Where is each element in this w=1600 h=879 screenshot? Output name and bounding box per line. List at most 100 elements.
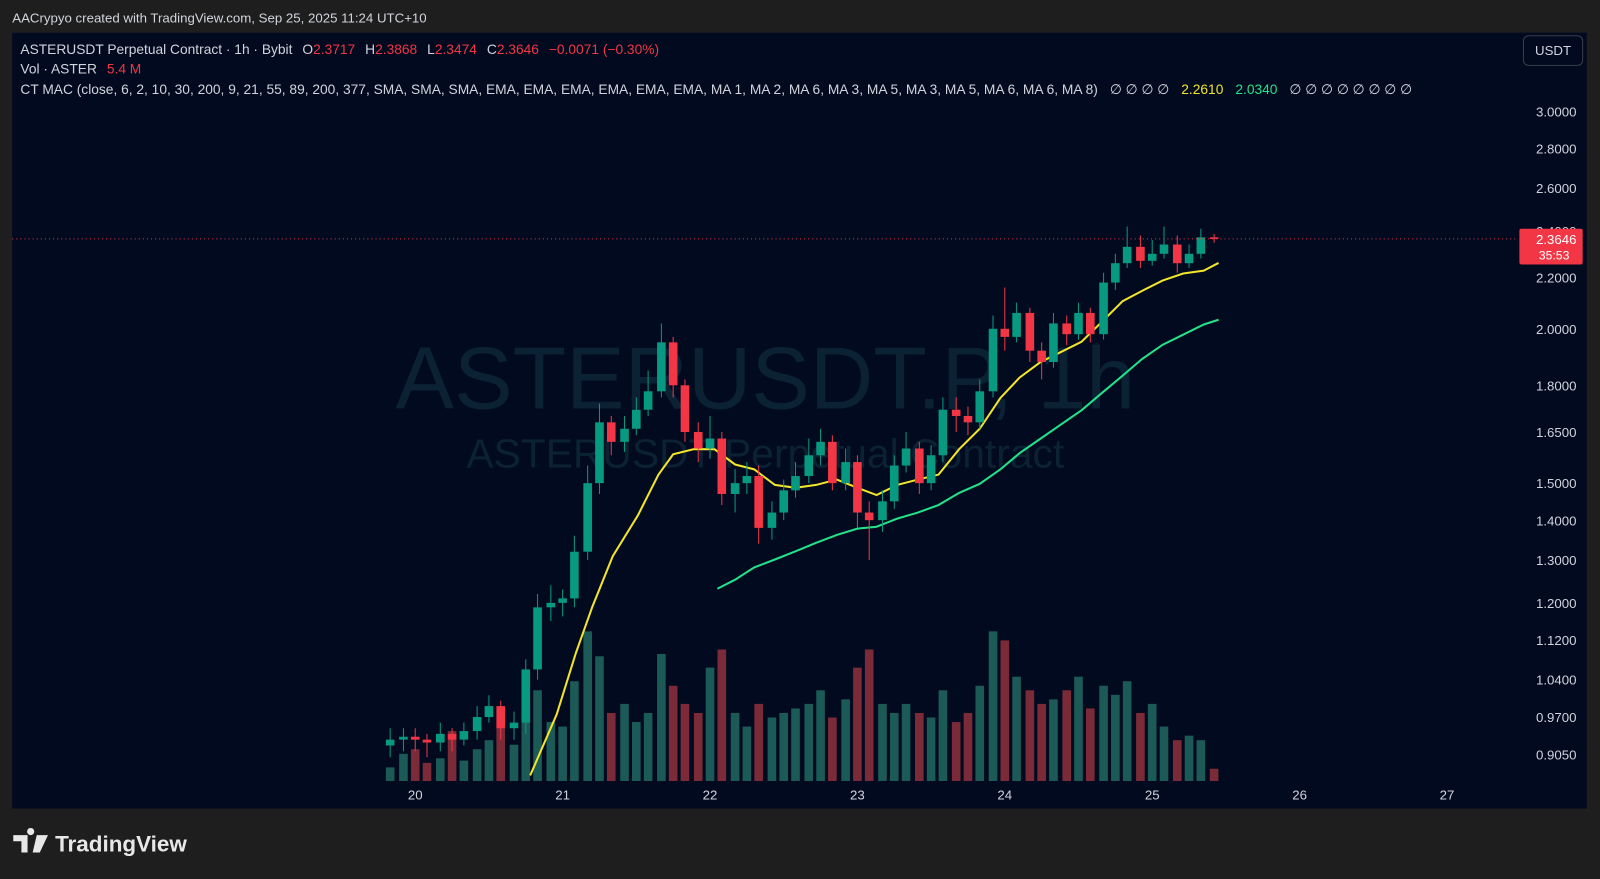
volume-bar <box>754 703 763 781</box>
candle-body <box>864 512 874 521</box>
currency-button-frame[interactable] <box>1522 35 1584 66</box>
candle-body <box>1012 312 1021 337</box>
volume-bar <box>963 712 973 781</box>
candle-body <box>680 385 690 432</box>
volume-bar <box>730 712 740 781</box>
volume-bar <box>1037 703 1046 781</box>
legend-indicator: CT MAC (close, 6, 2, 10, 30, 200, 9, 21,… <box>20 82 1412 97</box>
volume-bar <box>521 703 531 781</box>
volume-bar <box>1049 699 1058 781</box>
brand-name[interactable]: TradingView <box>55 831 187 856</box>
candle-body <box>878 501 887 521</box>
symbol-title: ASTERUSDT Perpetual Contract · 1h · Bybi… <box>20 42 292 57</box>
volume-bar <box>767 717 777 781</box>
volume-bar <box>1172 740 1182 781</box>
volume-bar <box>951 722 961 781</box>
candle-body <box>1122 246 1132 264</box>
volume-bar <box>657 654 666 781</box>
x-tick-label: 24 <box>997 787 1012 802</box>
candle-body <box>1159 244 1169 254</box>
volume-bar <box>742 726 752 781</box>
volume-bar <box>447 731 457 781</box>
y-tick-label: 2.2000 <box>1536 271 1577 286</box>
y-tick-label: 2.0000 <box>1536 322 1577 337</box>
volume-bar <box>1136 712 1145 781</box>
volume-bar <box>680 703 690 781</box>
candle-body <box>570 551 579 599</box>
candle-body <box>915 448 924 484</box>
candle-body <box>1085 312 1095 335</box>
brand-logo[interactable] <box>13 827 48 853</box>
candle-body <box>410 736 420 740</box>
candle-body <box>1136 246 1145 261</box>
candle-body <box>606 422 616 442</box>
volume-bar <box>791 708 800 781</box>
candle-body <box>889 465 899 502</box>
candle-body <box>668 342 678 386</box>
volume-bar <box>975 685 985 781</box>
candle-body <box>1000 328 1010 337</box>
volume-bar <box>816 690 825 781</box>
volume-bar <box>558 726 567 781</box>
volume-bar <box>496 722 506 781</box>
candle-body <box>1074 312 1083 335</box>
ohlc-value: 2.3474 <box>435 42 477 57</box>
y-tick-label: 1.1200 <box>1536 633 1577 648</box>
volume-bar <box>853 667 862 781</box>
x-tick-label: 23 <box>850 787 865 802</box>
y-tick-label: 2.8000 <box>1536 141 1577 156</box>
volume-bar <box>472 749 482 781</box>
x-tick-label: 21 <box>555 787 570 802</box>
candle-body <box>975 391 985 423</box>
candle-body <box>1025 312 1035 351</box>
candle-body <box>742 476 752 484</box>
volume-bar <box>435 758 445 781</box>
x-tick-label: 20 <box>408 787 423 802</box>
volume-bar <box>779 712 789 781</box>
x-tick-label: 25 <box>1145 787 1160 802</box>
candle-body <box>1037 350 1046 362</box>
currency-button-label[interactable]: USDT <box>1535 43 1571 58</box>
volume-bar <box>705 667 715 781</box>
volume-bar <box>1209 768 1219 781</box>
candle-body <box>926 455 936 484</box>
candle-body <box>901 448 911 466</box>
current-price-badge <box>1519 228 1583 265</box>
volume-bar <box>926 717 936 781</box>
candle-body <box>558 598 567 603</box>
candle-body <box>705 438 715 449</box>
volume-bar <box>1099 685 1108 781</box>
candle-body <box>1184 253 1194 264</box>
candle-body <box>804 455 814 477</box>
candle-body <box>730 483 740 494</box>
volume-bar <box>410 749 420 781</box>
y-tick-label: 1.0400 <box>1536 673 1577 688</box>
candle-body <box>509 722 519 729</box>
candle-body <box>472 717 482 732</box>
candle-body <box>546 602 556 608</box>
indicator-value: 2.0340 <box>1235 82 1277 97</box>
volume-bar <box>1184 735 1194 781</box>
candle-body <box>484 706 494 718</box>
volume-bar <box>595 656 604 781</box>
candle-body <box>1062 323 1072 335</box>
moving-average-line <box>529 262 1220 776</box>
volume-bar <box>988 631 998 781</box>
candle-body <box>632 409 641 429</box>
volume-bar <box>399 753 408 781</box>
candle-body <box>951 409 961 416</box>
volume-bar <box>878 703 887 781</box>
volume-bar <box>693 712 703 781</box>
brand[interactable]: TradingView <box>13 827 187 856</box>
volume-bar <box>1147 703 1157 781</box>
currency-button[interactable]: USDT <box>1522 35 1584 66</box>
current-price-label: 2.3646 <box>1536 232 1577 247</box>
y-tick-label: 0.9050 <box>1536 747 1577 762</box>
candle-body <box>496 706 506 729</box>
candle-body <box>399 736 408 740</box>
x-tick-label: 27 <box>1440 787 1455 802</box>
moving-average-line <box>716 318 1219 590</box>
volume-bar <box>1000 640 1010 781</box>
